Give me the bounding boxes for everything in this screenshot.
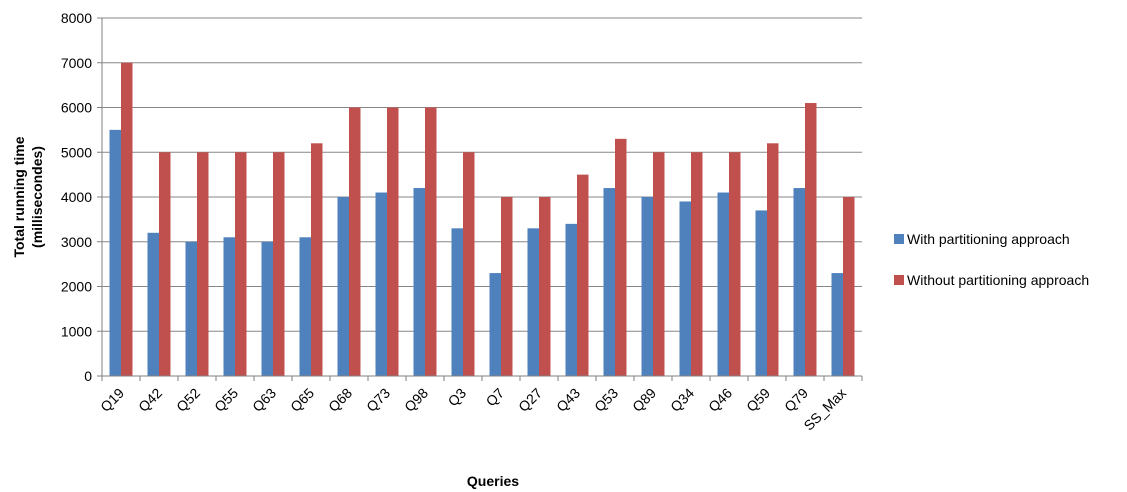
y-tick-label: 6000 (61, 100, 92, 116)
bar-with-partitioning (717, 192, 729, 376)
bar-with-partitioning (679, 201, 691, 376)
bar-without-partitioning (501, 197, 513, 376)
bar-with-partitioning (185, 241, 197, 376)
bar-with-partitioning (375, 192, 387, 376)
x-axis-ticks: Q19 Q42 Q52 Q55 Q63 Q65 Q68 Q73 Q98 Q3 Q7 Q27 Q43 Q53… (97, 376, 863, 434)
bar-with-partitioning (527, 228, 539, 376)
bar-with-partitioning (831, 273, 843, 376)
x-tick-label: Q27 (515, 385, 545, 415)
bar-without-partitioning (197, 152, 209, 376)
x-tick-label: Q89 (629, 385, 659, 415)
bar-without-partitioning (235, 152, 247, 376)
y-tick-label: 0 (84, 368, 92, 384)
x-tick-label: Q3 (445, 385, 470, 410)
bar-without-partitioning (729, 152, 741, 376)
bar-without-partitioning (843, 197, 855, 376)
y-axis-title-line1: Total running time (11, 136, 27, 257)
bar-with-partitioning (451, 228, 463, 376)
bar-without-partitioning (767, 143, 779, 376)
bar-with-partitioning (147, 232, 159, 376)
bar-with-partitioning (337, 197, 349, 376)
x-tick-label: Q7 (483, 385, 508, 410)
bar-without-partitioning (463, 152, 475, 376)
y-tick-label: 8000 (61, 10, 92, 26)
bar-with-partitioning (299, 237, 311, 376)
y-tick-label: 3000 (61, 234, 92, 250)
bar-with-partitioning (793, 188, 805, 376)
bar-without-partitioning (577, 174, 589, 376)
legend-label: With partitioning approach (907, 231, 1070, 247)
bar-without-partitioning (653, 152, 665, 376)
legend-swatch (894, 234, 904, 244)
bars (109, 62, 855, 377)
bar-without-partitioning (691, 152, 703, 376)
bar-with-partitioning (109, 129, 121, 376)
x-tick-label: Q55 (211, 385, 241, 415)
x-axis-title: Queries (467, 473, 519, 489)
bar-without-partitioning (805, 103, 817, 377)
bar-without-partitioning (159, 152, 171, 376)
bar-without-partitioning (121, 62, 133, 376)
bar-with-partitioning (755, 210, 767, 376)
bar-with-partitioning (413, 188, 425, 376)
x-tick-label: Q68 (325, 385, 355, 415)
legend-label: Without partitioning approach (907, 272, 1089, 288)
y-axis-ticks: 0 1000 2000 3000 4000 5000 6000 7000 8000 (61, 10, 102, 384)
x-tick-label: Q43 (553, 385, 583, 415)
bar-with-partitioning (641, 197, 653, 376)
bar-without-partitioning (539, 197, 551, 376)
x-tick-label: Q98 (401, 385, 431, 415)
bar-without-partitioning (311, 143, 323, 376)
x-tick-label: Q65 (287, 385, 317, 415)
y-tick-label: 4000 (61, 189, 92, 205)
x-tick-label: Q79 (781, 385, 811, 415)
bar-with-partitioning (565, 223, 577, 376)
x-tick-label: Q46 (705, 385, 735, 415)
gridlines (102, 17, 862, 332)
y-tick-label: 7000 (61, 55, 92, 71)
y-tick-label: 2000 (61, 279, 92, 295)
y-axis-title-line2: (millisecondes) (29, 146, 45, 248)
bar-without-partitioning (273, 152, 285, 376)
bar-without-partitioning (425, 107, 437, 376)
x-tick-label: Q34 (667, 385, 697, 415)
bar-without-partitioning (615, 138, 627, 376)
x-tick-label: Q52 (173, 385, 203, 415)
x-tick-label: Q73 (363, 385, 393, 415)
x-tick-label: Q53 (591, 385, 621, 415)
x-tick-label: Q59 (743, 385, 773, 415)
legend-swatch (894, 275, 904, 285)
legend: With partitioning approach Without partit… (894, 231, 1089, 288)
x-tick-label: Q42 (135, 385, 165, 415)
bar-without-partitioning (387, 107, 399, 376)
bar-with-partitioning (489, 273, 501, 376)
bar-with-partitioning (603, 188, 615, 376)
x-tick-label: Q19 (97, 385, 127, 415)
y-tick-label: 1000 (61, 323, 92, 339)
bar-with-partitioning (261, 241, 273, 376)
bar-without-partitioning (349, 107, 361, 376)
y-tick-label: 5000 (61, 144, 92, 160)
x-tick-label: SS_Max (800, 385, 849, 434)
x-tick-label: Q63 (249, 385, 279, 415)
bar-with-partitioning (223, 237, 235, 376)
